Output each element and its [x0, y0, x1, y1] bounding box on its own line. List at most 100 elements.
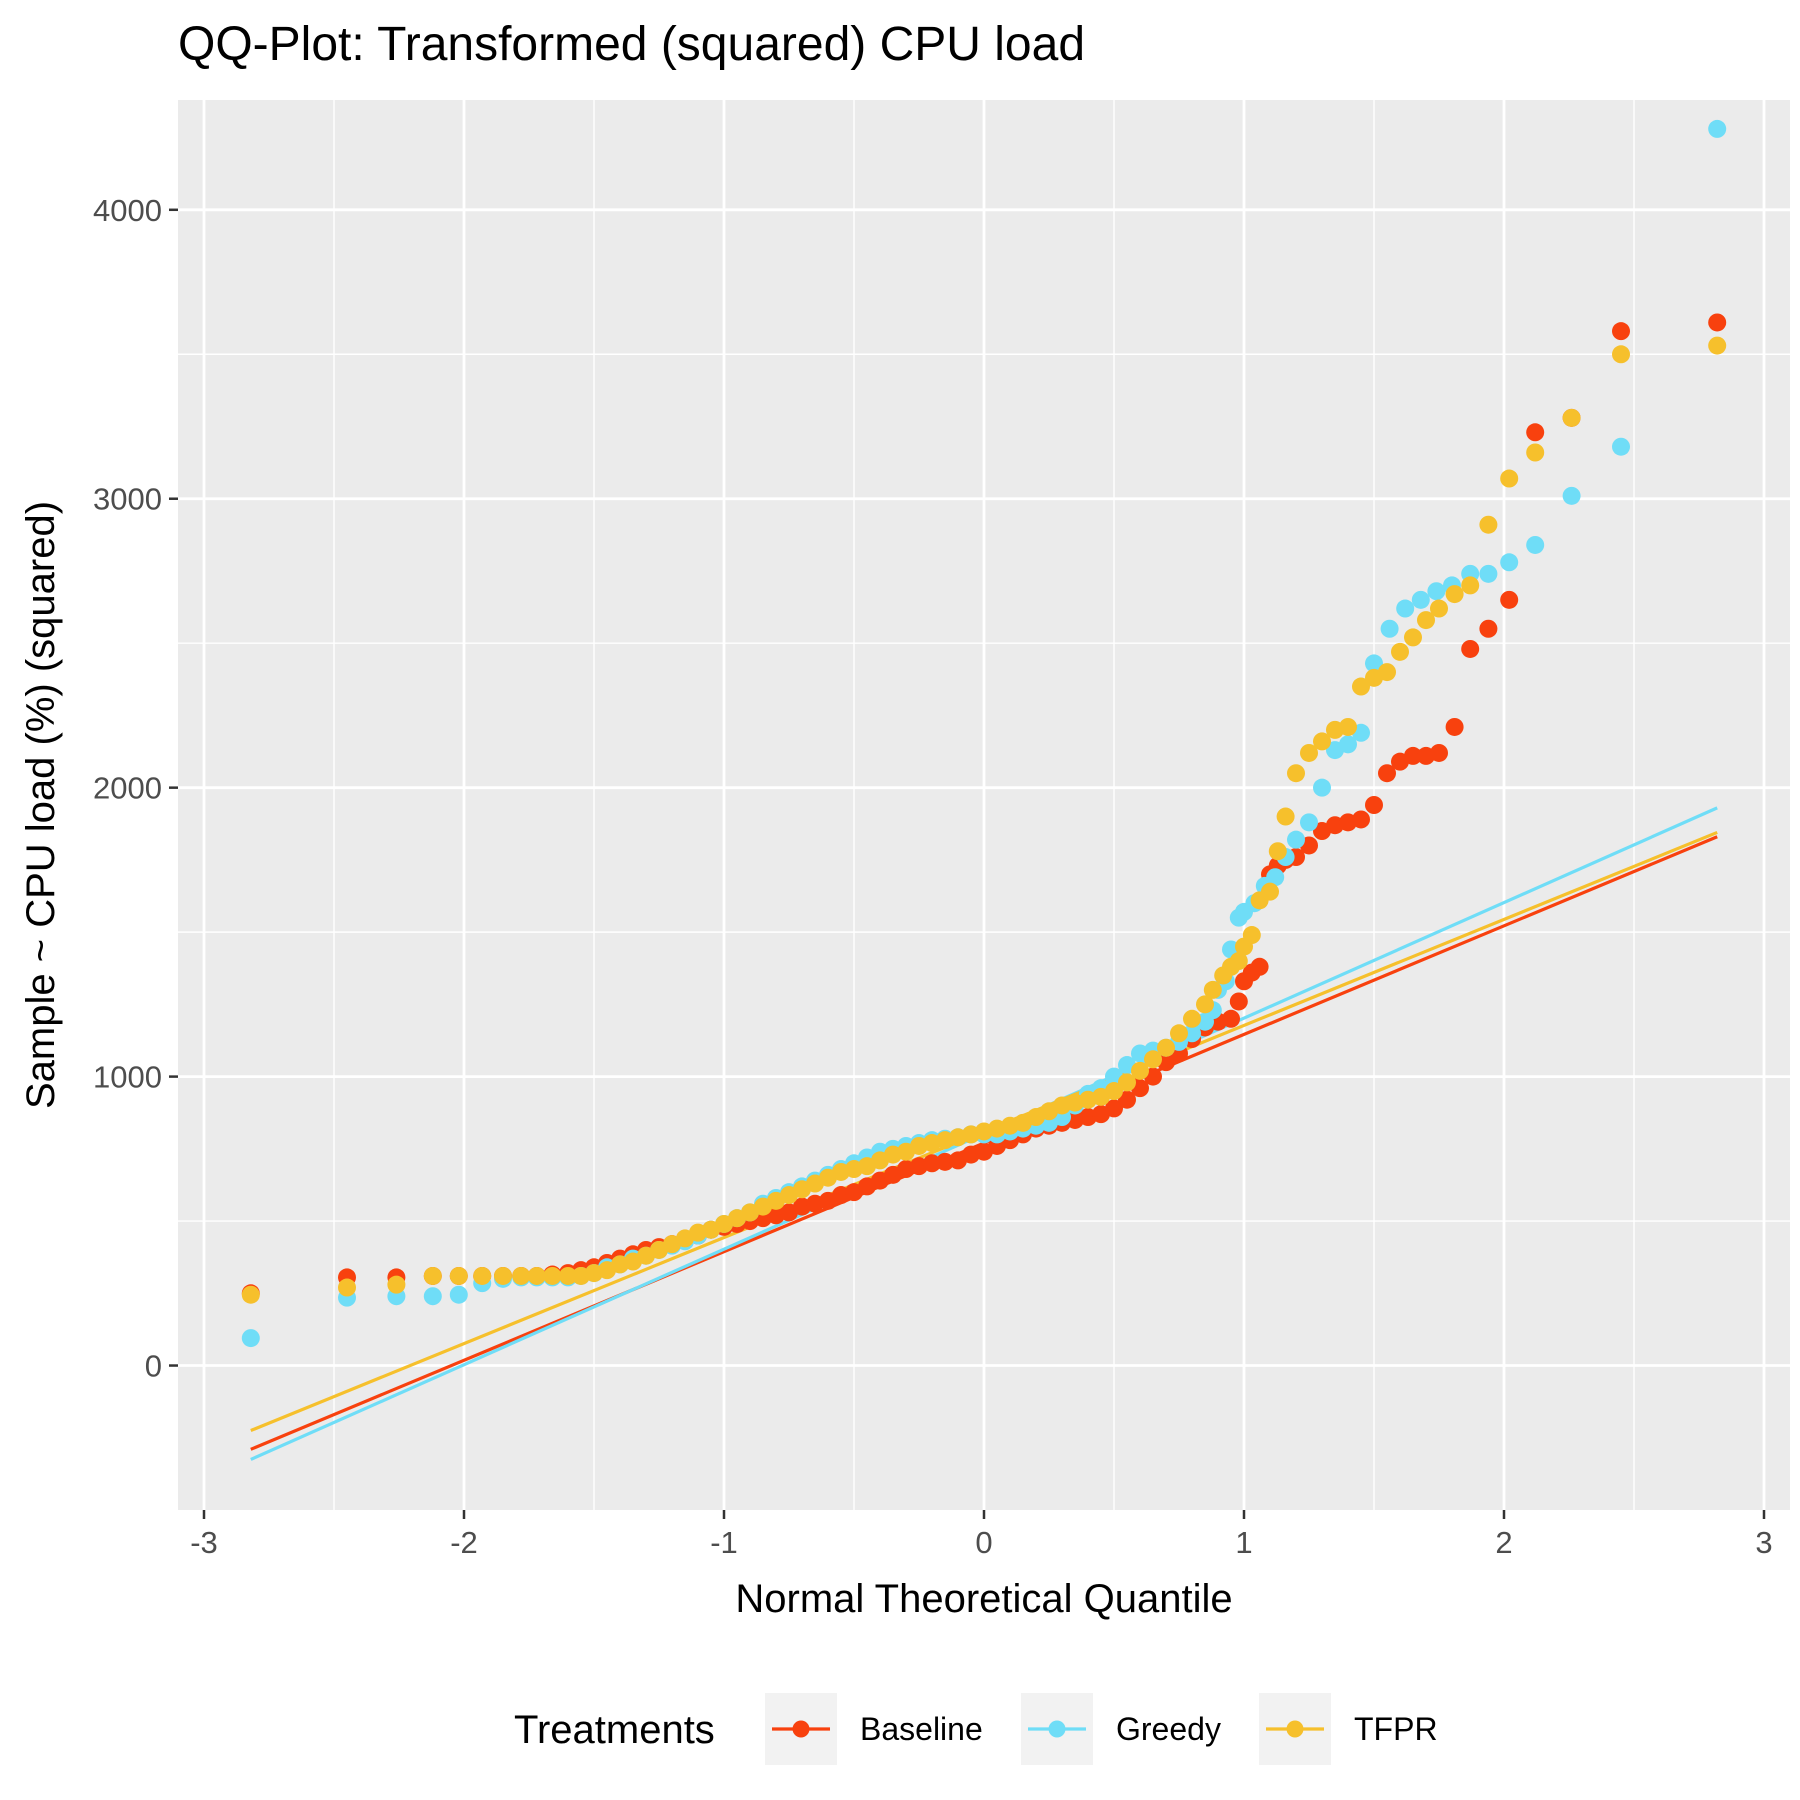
- data-point-tfpr: [1203, 980, 1222, 999]
- data-point-tfpr: [449, 1266, 468, 1285]
- y-tick-label: 1000: [93, 1060, 162, 1095]
- data-point-greedy: [1339, 735, 1357, 754]
- data-point-greedy: [1380, 619, 1399, 638]
- data-point-tfpr: [1500, 469, 1519, 488]
- data-point-tfpr: [473, 1266, 492, 1285]
- y-axis-title: Sample ~ CPU load (%) (squared): [19, 501, 63, 1109]
- legend: Treatments Baseline Greedy TFPR: [514, 1693, 1438, 1765]
- y-tick-label: 0: [145, 1349, 162, 1384]
- data-point-tfpr: [1229, 952, 1248, 971]
- data-point-tfpr: [1313, 732, 1331, 751]
- data-point-tfpr: [1170, 1024, 1188, 1043]
- data-point-baseline: [1250, 957, 1269, 976]
- data-point-greedy: [1365, 654, 1383, 673]
- data-point-tfpr: [559, 1266, 577, 1285]
- data-point-tfpr: [512, 1266, 531, 1285]
- x-tick-label: 0: [975, 1525, 992, 1560]
- data-point-greedy: [1427, 582, 1446, 601]
- data-point-greedy: [1411, 590, 1430, 609]
- data-point-greedy: [1612, 437, 1630, 456]
- data-point-tfpr: [1157, 1038, 1175, 1057]
- data-point-baseline: [1352, 810, 1370, 829]
- data-point-tfpr: [1404, 628, 1422, 647]
- data-point-tfpr: [1612, 345, 1630, 364]
- x-axis: -3 -2 -1 0 1 2 3: [190, 1510, 1773, 1560]
- data-point-tfpr: [1526, 443, 1545, 462]
- data-point-tfpr: [423, 1266, 442, 1285]
- legend-label-baseline: Baseline: [860, 1711, 983, 1747]
- data-point-tfpr: [1196, 995, 1214, 1014]
- data-point-greedy: [1562, 486, 1581, 505]
- x-axis-title: Normal Theoretical Quantile: [735, 1577, 1232, 1621]
- data-point-tfpr: [1268, 842, 1287, 861]
- data-point-tfpr: [387, 1275, 406, 1294]
- data-point-baseline: [1500, 590, 1519, 609]
- data-point-baseline: [1479, 619, 1498, 638]
- data-point-tfpr: [1562, 408, 1581, 427]
- data-point-tfpr: [543, 1266, 562, 1285]
- data-point-greedy: [1396, 599, 1415, 618]
- data-point-baseline: [1118, 1090, 1136, 1109]
- data-point-greedy: [1479, 564, 1498, 583]
- data-point-tfpr: [527, 1266, 546, 1285]
- data-point-tfpr: [241, 1285, 260, 1304]
- data-point-tfpr: [1131, 1061, 1149, 1080]
- data-point-tfpr: [1144, 1050, 1162, 1069]
- data-point-greedy: [1313, 778, 1331, 797]
- grid-major: [178, 100, 1790, 1510]
- data-point-tfpr: [1287, 764, 1305, 783]
- x-tick-label: -3: [190, 1525, 218, 1560]
- data-point-greedy: [1300, 813, 1318, 832]
- x-tick-label: 2: [1495, 1525, 1512, 1560]
- data-point-baseline: [1445, 717, 1464, 736]
- y-tick-label: 2000: [93, 771, 162, 806]
- data-point-tfpr: [1352, 677, 1370, 696]
- data-point-tfpr: [1430, 599, 1448, 618]
- data-point-tfpr: [1445, 585, 1464, 604]
- data-point-tfpr: [1461, 576, 1480, 595]
- legend-label-greedy: Greedy: [1116, 1711, 1221, 1747]
- data-point-tfpr: [1118, 1073, 1136, 1092]
- data-point-baseline: [1404, 746, 1422, 765]
- data-point-tfpr: [1300, 743, 1318, 762]
- data-point-tfpr: [1276, 807, 1295, 826]
- data-point-tfpr: [1261, 882, 1279, 901]
- legend-point-greedy: [1048, 1720, 1066, 1738]
- data-point-baseline: [1430, 743, 1448, 762]
- y-tick-label: 4000: [93, 193, 162, 228]
- data-point-tfpr: [1339, 717, 1357, 736]
- x-tick-label: 3: [1755, 1525, 1772, 1560]
- data-point-baseline: [1461, 639, 1480, 658]
- chart-title: QQ-Plot: Transformed (squared) CPU load: [178, 18, 1085, 71]
- y-axis: 0 1000 2000 3000 4000: [93, 193, 178, 1384]
- data-point-greedy: [1500, 553, 1519, 572]
- data-point-tfpr: [494, 1266, 512, 1285]
- data-point-baseline: [1105, 1099, 1123, 1118]
- x-tick-label: -2: [450, 1525, 478, 1560]
- data-point-greedy: [1183, 1024, 1201, 1043]
- data-point-greedy: [423, 1287, 442, 1306]
- data-point-greedy: [1526, 535, 1545, 554]
- data-point-greedy: [449, 1285, 468, 1304]
- data-point-baseline: [1708, 313, 1727, 332]
- data-point-greedy: [1287, 830, 1305, 849]
- data-point-baseline: [1612, 322, 1630, 341]
- data-point-tfpr: [1242, 926, 1261, 945]
- data-point-tfpr: [1708, 336, 1727, 355]
- data-point-baseline: [1229, 992, 1248, 1011]
- data-point-baseline: [1222, 1009, 1240, 1028]
- data-point-tfpr: [1417, 611, 1435, 630]
- data-point-baseline: [923, 1154, 941, 1173]
- data-point-baseline: [1365, 796, 1383, 814]
- data-point-tfpr: [338, 1278, 356, 1297]
- legend-point-baseline: [792, 1720, 810, 1738]
- data-point-baseline: [1526, 423, 1545, 442]
- data-point-baseline: [1378, 764, 1396, 783]
- legend-point-tfpr: [1286, 1720, 1304, 1738]
- data-point-tfpr: [1183, 1009, 1201, 1028]
- x-tick-label: -1: [710, 1525, 738, 1560]
- data-point-greedy: [1266, 868, 1285, 887]
- data-point-tfpr: [1391, 642, 1409, 661]
- data-point-greedy: [241, 1329, 260, 1348]
